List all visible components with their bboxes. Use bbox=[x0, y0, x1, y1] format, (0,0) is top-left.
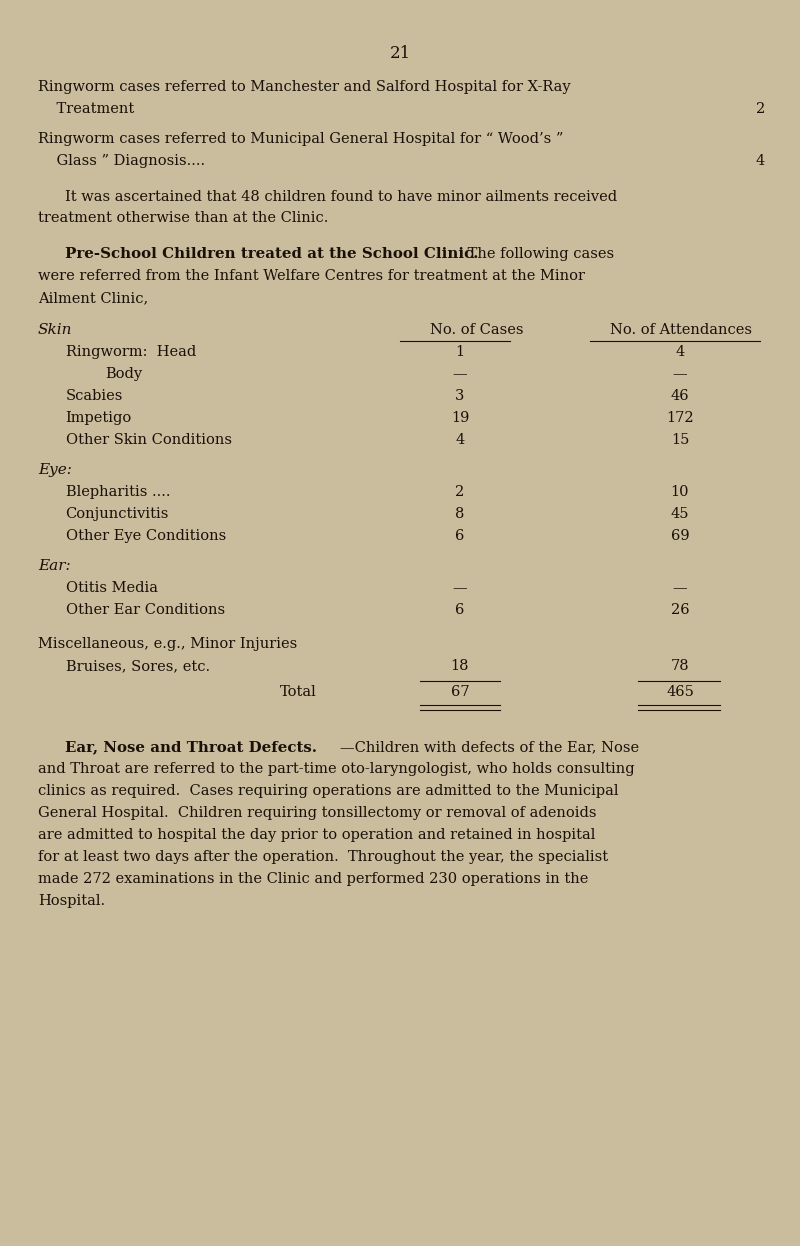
Text: are admitted to hospital the day prior to operation and retained in hospital: are admitted to hospital the day prior t… bbox=[38, 829, 595, 842]
Text: 2: 2 bbox=[455, 485, 465, 498]
Text: Conjunctivitis: Conjunctivitis bbox=[66, 507, 169, 521]
Text: No. of Cases: No. of Cases bbox=[430, 323, 523, 336]
Text: 21: 21 bbox=[390, 45, 410, 62]
Text: 19: 19 bbox=[451, 411, 469, 425]
Text: Ringworm cases referred to Municipal General Hospital for “ Wood’s ”: Ringworm cases referred to Municipal Gen… bbox=[38, 132, 563, 146]
Text: and Throat are referred to the part-time oto-laryngologist, who holds consulting: and Throat are referred to the part-time… bbox=[38, 763, 634, 776]
Text: 1: 1 bbox=[455, 345, 465, 359]
Text: Ringworm:  Head: Ringworm: Head bbox=[66, 345, 196, 359]
Text: Ringworm cases referred to Manchester and Salford Hospital for X-Ray: Ringworm cases referred to Manchester an… bbox=[38, 80, 570, 93]
Text: Eye:: Eye: bbox=[38, 464, 72, 477]
Text: Scabies: Scabies bbox=[66, 389, 123, 402]
Text: Ear, Nose and Throat Defects.: Ear, Nose and Throat Defects. bbox=[65, 740, 317, 754]
Text: 45: 45 bbox=[670, 507, 690, 521]
Text: 69: 69 bbox=[670, 530, 690, 543]
Text: Otitis Media: Otitis Media bbox=[66, 581, 158, 596]
Text: 172: 172 bbox=[666, 411, 694, 425]
Text: 6: 6 bbox=[455, 603, 465, 617]
Text: The following cases: The following cases bbox=[463, 247, 614, 260]
Text: No. of Attendances: No. of Attendances bbox=[610, 323, 752, 336]
Text: Blepharitis ....: Blepharitis .... bbox=[66, 485, 170, 498]
Text: —: — bbox=[453, 368, 467, 381]
Text: clinics as required.  Cases requiring operations are admitted to the Municipal: clinics as required. Cases requiring ope… bbox=[38, 784, 618, 797]
Text: 46: 46 bbox=[670, 389, 690, 402]
Text: Ailment Clinic,: Ailment Clinic, bbox=[38, 292, 148, 305]
Text: 4: 4 bbox=[756, 155, 765, 168]
Text: Glass ” Diagnosis....: Glass ” Diagnosis.... bbox=[38, 155, 205, 168]
Text: Skin: Skin bbox=[38, 323, 73, 336]
Text: for at least two days after the operation.  Throughout the year, the specialist: for at least two days after the operatio… bbox=[38, 850, 608, 863]
Text: Impetigo: Impetigo bbox=[66, 411, 132, 425]
Text: 2: 2 bbox=[756, 102, 765, 116]
Text: It was ascertained that 48 children found to have minor ailments received: It was ascertained that 48 children foun… bbox=[65, 189, 617, 204]
Text: Treatment: Treatment bbox=[38, 102, 134, 116]
Text: 78: 78 bbox=[670, 659, 690, 673]
Text: 465: 465 bbox=[666, 685, 694, 699]
Text: Pre-School Children treated at the School Clinic.: Pre-School Children treated at the Schoo… bbox=[65, 247, 478, 260]
Text: 26: 26 bbox=[670, 603, 690, 617]
Text: —: — bbox=[673, 581, 687, 596]
Text: made 272 examinations in the Clinic and performed 230 operations in the: made 272 examinations in the Clinic and … bbox=[38, 872, 588, 886]
Text: Other Ear Conditions: Other Ear Conditions bbox=[66, 603, 225, 617]
Text: Body: Body bbox=[106, 368, 142, 381]
Text: 6: 6 bbox=[455, 530, 465, 543]
Text: Ear:: Ear: bbox=[38, 559, 70, 573]
Text: Other Eye Conditions: Other Eye Conditions bbox=[66, 530, 226, 543]
Text: Miscellaneous, e.g., Minor Injuries: Miscellaneous, e.g., Minor Injuries bbox=[38, 637, 298, 650]
Text: Total: Total bbox=[280, 685, 317, 699]
Text: 4: 4 bbox=[455, 434, 465, 447]
Text: 3: 3 bbox=[455, 389, 465, 402]
Text: —: — bbox=[453, 581, 467, 596]
Text: —Children with defects of the Ear, Nose: —Children with defects of the Ear, Nose bbox=[340, 740, 639, 754]
Text: Other Skin Conditions: Other Skin Conditions bbox=[66, 434, 231, 447]
Text: 67: 67 bbox=[450, 685, 470, 699]
Text: —: — bbox=[673, 368, 687, 381]
Text: 10: 10 bbox=[670, 485, 690, 498]
Text: Bruises, Sores, etc.: Bruises, Sores, etc. bbox=[66, 659, 210, 673]
Text: 15: 15 bbox=[671, 434, 689, 447]
Text: Hospital.: Hospital. bbox=[38, 893, 105, 908]
Text: 18: 18 bbox=[450, 659, 470, 673]
Text: were referred from the Infant Welfare Centres for treatment at the Minor: were referred from the Infant Welfare Ce… bbox=[38, 269, 585, 283]
Text: treatment otherwise than at the Clinic.: treatment otherwise than at the Clinic. bbox=[38, 211, 328, 226]
Text: 4: 4 bbox=[675, 345, 685, 359]
Text: 8: 8 bbox=[455, 507, 465, 521]
Text: General Hospital.  Children requiring tonsillectomy or removal of adenoids: General Hospital. Children requiring ton… bbox=[38, 806, 597, 820]
